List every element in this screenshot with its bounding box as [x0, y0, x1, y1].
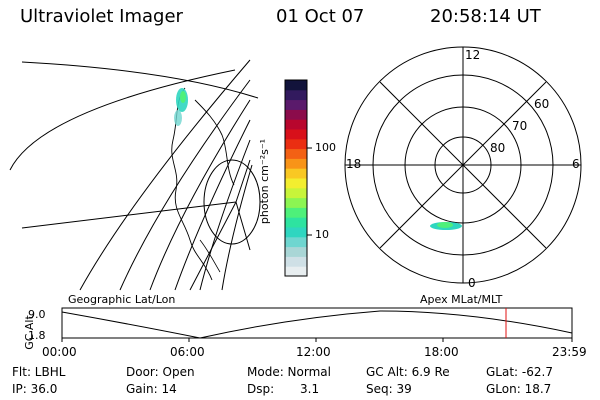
timeline-y-tick-top: 9.0	[28, 308, 46, 321]
lat-label-80: 80	[490, 141, 506, 155]
colorbar-tick-10: 10	[315, 228, 329, 241]
timeline-x-tick-1200: 12:00	[296, 345, 331, 359]
observation-time: 20:58:14 UT	[430, 6, 541, 27]
timeline-x-tick-0000: 00:00	[42, 345, 77, 359]
status-ip: IP: 36.0	[12, 382, 58, 396]
status-glat: GLat: -62.7	[486, 365, 553, 379]
status-mode: Mode: Normal	[247, 365, 331, 379]
mlt-label-6: 6	[572, 157, 580, 171]
lat-label-70: 70	[512, 119, 528, 133]
status-dsp-value: 3.1	[300, 382, 320, 396]
mlt-label-18: 18	[346, 157, 362, 171]
status-gain: Gain: 14	[126, 382, 177, 396]
mlt-label-12: 12	[465, 48, 481, 62]
timeline-y-tick-bottom: 1.8	[28, 329, 46, 342]
observation-date: 01 Oct 07	[276, 6, 365, 27]
mlt-label-0: 0	[468, 276, 476, 290]
timeline-x-tick-1800: 18:00	[424, 345, 459, 359]
status-glon: GLon: 18.7	[486, 382, 552, 396]
timeline-x-tick-2359: 23:59	[552, 345, 587, 359]
colorbar-tick-100: 100	[315, 141, 336, 154]
timeline-right-label: Apex MLat/MLT	[420, 293, 503, 306]
status-dsp-label: Dsp:	[247, 382, 275, 396]
colorbar-unit-label: photon cm⁻²s⁻¹	[258, 138, 272, 225]
app-title: Ultraviolet Imager	[20, 6, 183, 27]
status-seq: Seq: 39	[366, 382, 412, 396]
status-gc-alt: GC Alt: 6.9 Re	[366, 365, 450, 379]
status-filter: Flt: LBHL	[12, 365, 66, 379]
timeline-left-label: Geographic Lat/Lon	[68, 293, 176, 306]
lat-label-60: 60	[534, 97, 550, 111]
timeline-x-tick-0600: 06:00	[170, 345, 205, 359]
status-door: Door: Open	[126, 365, 195, 379]
